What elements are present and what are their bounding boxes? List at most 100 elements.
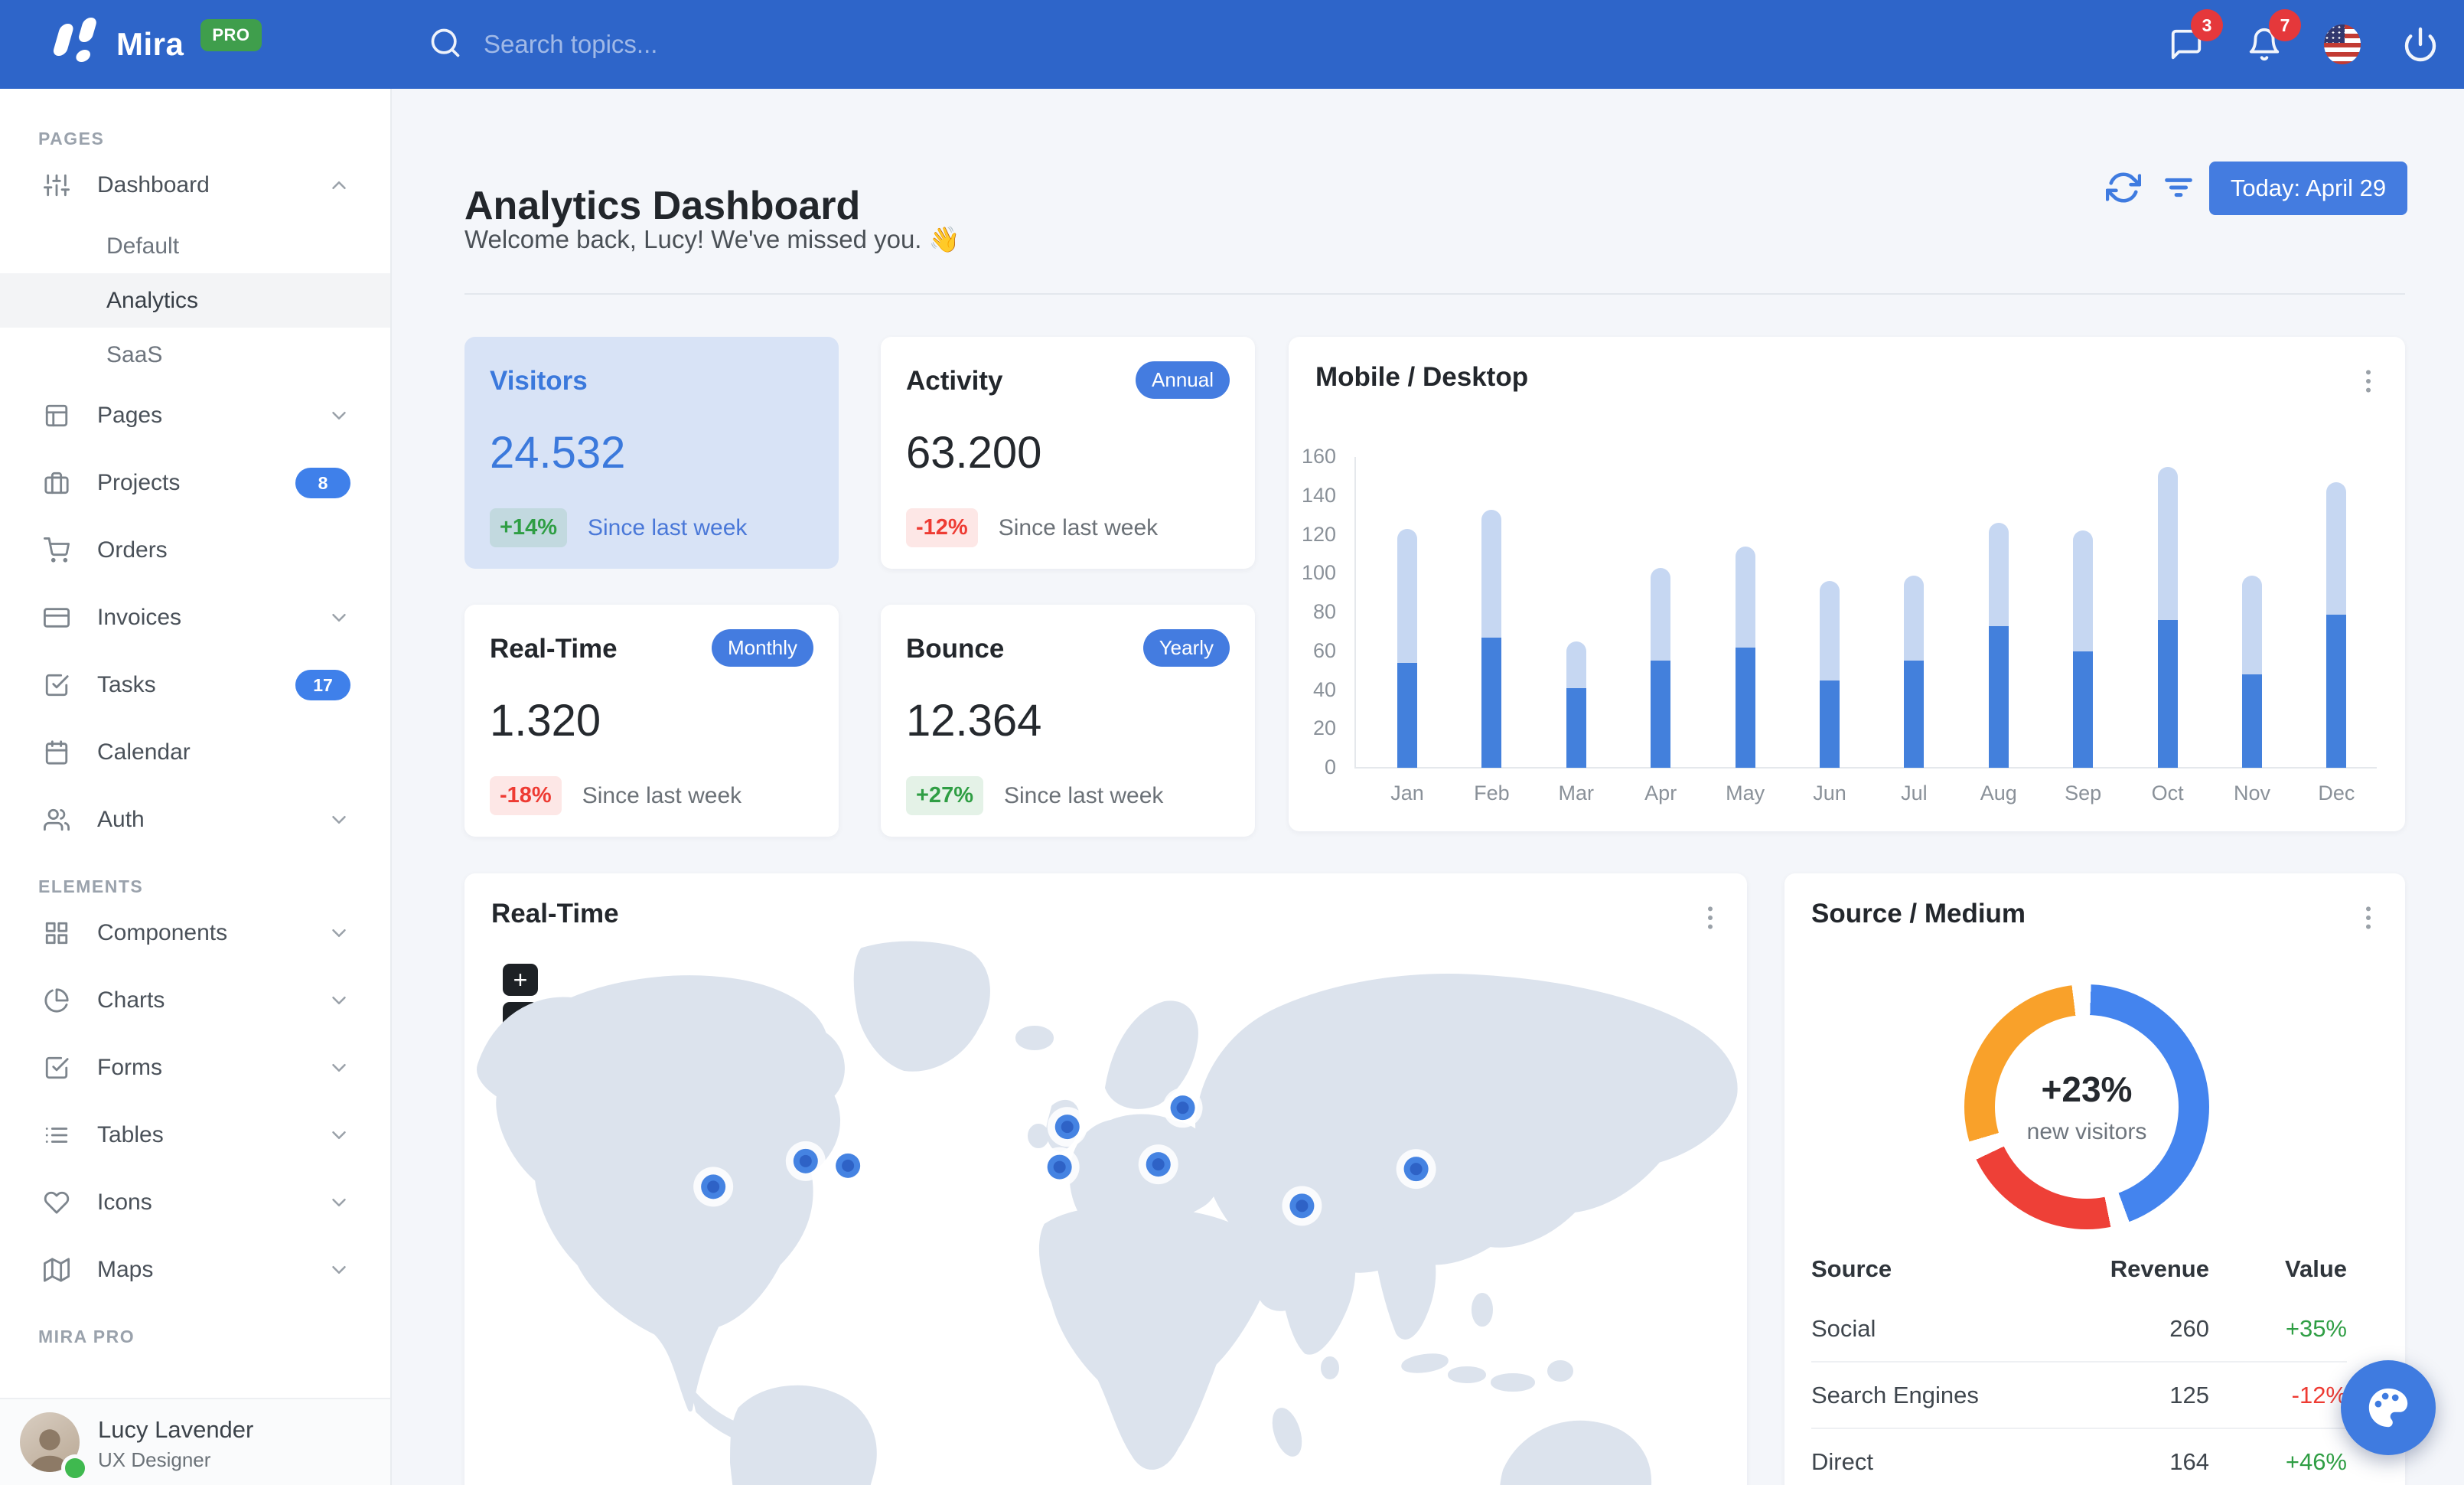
brand[interactable]: Mira PRO — [51, 0, 262, 89]
bar-oct[interactable] — [2157, 466, 2178, 768]
sidebar-item-dashboard[interactable]: Dashboard — [0, 152, 390, 219]
heart-icon — [44, 1189, 71, 1216]
x-tick-label: Dec — [2318, 782, 2355, 805]
period-badge[interactable]: Yearly — [1142, 629, 1230, 667]
notifications-bell-icon[interactable]: 7 — [2246, 9, 2301, 63]
x-tick-label: Aug — [1980, 782, 2017, 805]
bar-sep[interactable] — [2073, 530, 2094, 768]
check-square-icon — [44, 671, 71, 699]
sidebar-item-analytics[interactable]: Analytics — [0, 273, 390, 328]
sidebar-user[interactable]: Lucy Lavender UX Designer — [0, 1398, 390, 1485]
bar-segment-desktop — [1904, 575, 1925, 661]
stat-delta-row: -18% Since last week — [490, 776, 741, 815]
cell-source: Direct — [1811, 1447, 1873, 1475]
world-map[interactable] — [464, 935, 1747, 1485]
zoom-in-button[interactable]: + — [503, 964, 538, 996]
donut-chart[interactable]: +23% new visitors — [1964, 984, 2209, 1229]
more-vertical-icon[interactable] — [2352, 363, 2385, 400]
map-marker[interactable] — [1282, 1186, 1322, 1226]
filter-button[interactable] — [2159, 168, 2198, 207]
bar-segment-desktop — [1566, 641, 1586, 688]
stat-title: Activity — [906, 366, 1003, 396]
bar-segment-desktop — [2242, 575, 2262, 675]
sidebar-item-calendar[interactable]: Calendar — [0, 719, 390, 786]
table-row-social[interactable]: Social 260 +35% — [1811, 1296, 2347, 1361]
sliders-icon — [44, 171, 71, 199]
navbar-search — [429, 0, 1021, 89]
table-row-search-engines[interactable]: Search Engines 125 -12% — [1811, 1361, 2347, 1428]
navbar-actions: 3 7 — [2168, 0, 2439, 89]
chevron-down-icon — [328, 1258, 350, 1281]
map-marker[interactable] — [1047, 1107, 1087, 1147]
stat-value: 63.200 — [906, 428, 1042, 478]
header-divider — [464, 293, 2405, 295]
bar-apr[interactable] — [1651, 567, 1671, 768]
sidebar-item-auth[interactable]: Auth — [0, 786, 390, 853]
map-marker[interactable] — [1396, 1149, 1436, 1190]
bar-jan[interactable] — [1397, 528, 1417, 768]
delta-note: Since last week — [582, 782, 742, 808]
bar-may[interactable] — [1735, 546, 1755, 768]
donut-title: Source / Medium — [1811, 899, 2026, 929]
period-badge[interactable]: Annual — [1136, 361, 1230, 399]
language-flag-us[interactable] — [2324, 24, 2361, 64]
bar-segment-mobile — [1651, 661, 1671, 768]
delta-badge: -12% — [906, 508, 978, 547]
power-icon[interactable] — [2402, 26, 2439, 63]
map-icon — [44, 1256, 71, 1284]
date-button[interactable]: Today: April 29 — [2209, 162, 2407, 215]
table-row-direct[interactable]: Direct 164 +46% — [1811, 1428, 2347, 1485]
search-icon[interactable] — [429, 26, 462, 64]
x-tick-label: Jul — [1901, 782, 1928, 805]
sidebar-item-icons[interactable]: Icons — [0, 1169, 390, 1236]
more-vertical-icon[interactable] — [2352, 899, 2385, 936]
bar-dec[interactable] — [2326, 481, 2347, 768]
sidebar-item-pages[interactable]: Pages — [0, 382, 390, 449]
column-header-revenue: Revenue — [2110, 1255, 2209, 1282]
sidebar-item-components[interactable]: Components — [0, 899, 390, 967]
sidebar-item-tables[interactable]: Tables — [0, 1102, 390, 1169]
donut-center-sub: new visitors — [2026, 1119, 2147, 1144]
stat-value: 12.364 — [906, 696, 1042, 746]
stat-title: Bounce — [906, 634, 1005, 664]
bar-aug[interactable] — [1988, 523, 2009, 768]
sidebar-item-saas[interactable]: SaaS — [106, 341, 163, 367]
user-role: UX Designer — [98, 1448, 211, 1471]
donut-center-value: +23% — [2041, 1069, 2133, 1109]
sidebar-item-forms[interactable]: Forms — [0, 1034, 390, 1102]
bar-segment-desktop — [1481, 509, 1502, 638]
messages-icon[interactable]: 3 — [2168, 9, 2223, 63]
bar-segment-mobile — [2073, 651, 2094, 768]
cell-revenue: 164 — [2169, 1447, 2209, 1475]
main-content: Analytics Dashboard Welcome back, Lucy! … — [390, 89, 2464, 1485]
stat-card-activity: Activity Annual 63.200 -12% Since last week — [881, 337, 1255, 569]
sidebar-item-projects[interactable]: Projects 8 — [0, 449, 390, 517]
period-badge[interactable]: Monthly — [711, 629, 813, 667]
sidebar-item-orders[interactable]: Orders — [0, 517, 390, 584]
theme-palette-fab[interactable] — [2341, 1360, 2436, 1455]
stat-delta-row: +14% Since last week — [490, 508, 747, 547]
map-marker[interactable] — [785, 1141, 826, 1181]
pie-chart-icon — [44, 987, 71, 1014]
sidebar-item-default[interactable]: Default — [106, 233, 180, 259]
sidebar-item-charts[interactable]: Charts — [0, 967, 390, 1034]
refresh-button[interactable] — [2104, 168, 2143, 207]
map-marker[interactable] — [1162, 1088, 1203, 1128]
more-vertical-icon[interactable] — [1693, 899, 1727, 936]
bar-feb[interactable] — [1481, 509, 1502, 768]
bar-mar[interactable] — [1566, 641, 1586, 768]
bar-jun[interactable] — [1820, 581, 1840, 768]
search-input[interactable] — [482, 29, 1021, 60]
y-tick-label: 40 — [1312, 677, 1336, 701]
map-marker[interactable] — [828, 1145, 869, 1186]
sidebar-item-maps[interactable]: Maps — [0, 1236, 390, 1304]
map-marker[interactable] — [1039, 1147, 1080, 1187]
bar-jul[interactable] — [1904, 575, 1925, 768]
sidebar-item-tasks[interactable]: Tasks 17 — [0, 651, 390, 719]
bar-segment-desktop — [1988, 523, 2009, 626]
map-marker[interactable] — [693, 1167, 734, 1207]
sidebar-item-invoices[interactable]: Invoices — [0, 584, 390, 651]
bar-nov[interactable] — [2242, 575, 2262, 768]
map-marker[interactable] — [1138, 1144, 1178, 1185]
stat-title: Visitors — [490, 366, 588, 396]
